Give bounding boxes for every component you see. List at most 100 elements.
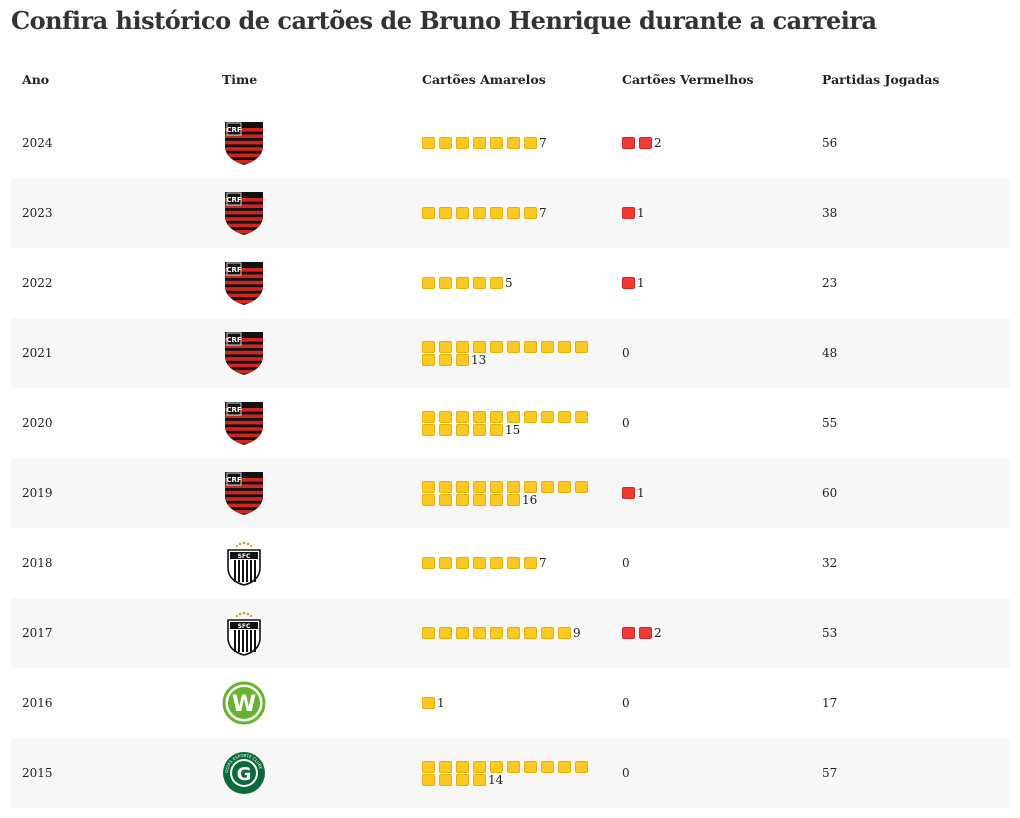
table-row: 2022 CRF 5 1 23 [11,248,1010,318]
red-cards-cell: 2 [611,137,811,149]
yellow-card-icon [490,557,503,569]
yellow-card-icon [524,137,537,149]
header-partidas: Partidas Jogadas [822,71,940,87]
red-cards: 0 [622,557,792,569]
table-row: 2024 CRF 7 2 56 [11,108,1010,178]
red-card-icon [622,137,635,149]
yellow-card-icon [422,423,435,436]
red-count: 1 [637,486,645,500]
yellow-card-icon [422,773,435,786]
year-cell: 2024 [22,136,53,150]
yellow-card-icon [473,207,486,219]
header-time: Time [222,71,258,87]
red-cards: 1 [622,487,792,499]
red-count: 0 [622,696,630,710]
yellow-card-icon [473,137,486,149]
yellow-card-icon [524,340,537,353]
red-cards: 2 [622,627,792,639]
red-cards: 0 [622,347,792,359]
yellow-cards: 7 [422,137,592,149]
yellow-card-icon [558,480,571,493]
yellow-card-icon [490,207,503,219]
yellow-card-icon [456,137,469,149]
yellow-card-icon [541,627,554,639]
wolfsburg-logo-icon: W [211,680,411,726]
yellow-card-icon [456,277,469,289]
svg-text:CRF: CRF [226,266,242,274]
yellow-card-icon [456,760,469,773]
matches-cell: 55 [822,416,838,430]
yellow-card-icon [507,557,520,569]
matches-cell: 53 [822,626,838,640]
yellow-cards: 1 [422,697,592,709]
red-cards-cell: 0 [611,767,811,779]
yellow-card-icon [439,207,452,219]
table-row: 2016 W 1 0 17 [11,668,1010,738]
yellow-card-icon [473,423,486,436]
matches-cell: 48 [822,346,838,360]
svg-text:SFC: SFC [238,553,251,560]
yellow-card-icon [422,697,435,709]
red-cards-cell: 1 [611,277,811,289]
yellow-card-icon [524,410,537,423]
yellow-cards-cell: 9 [411,627,611,639]
red-count: 0 [622,416,630,430]
yellow-card-icon [490,137,503,149]
header-vermelhos: Cartões Vermelhos [622,71,754,87]
svg-text:SFC: SFC [238,623,251,630]
table-row: 2017 SFC 9 2 53 [11,598,1010,668]
yellow-card-icon [422,627,435,639]
goias-logo-icon: G GOIÁS ESPORTE CLUBE [211,750,411,796]
yellow-cards-cell: 13 [411,340,611,367]
yellow-card-icon [558,627,571,639]
yellow-card-icon [558,340,571,353]
table-row: 2018 SFC 7 0 32 [11,528,1010,598]
red-count: 1 [637,276,645,290]
red-cards-cell: 0 [611,347,811,359]
matches-cell: 38 [822,206,838,220]
yellow-card-icon [473,480,486,493]
red-card-icon [622,627,635,639]
yellow-count: 13 [471,352,487,367]
yellow-card-icon [439,353,452,366]
yellow-card-icon [490,760,503,773]
yellow-cards-cell: 7 [411,557,611,569]
yellow-count: 5 [505,276,513,290]
yellow-card-icon [456,480,469,493]
yellow-card-icon [524,627,537,639]
yellow-card-icon [524,207,537,219]
year-cell: 2020 [22,416,53,430]
red-cards: 1 [622,277,792,289]
svg-text:CRF: CRF [226,476,242,484]
yellow-card-icon [473,760,486,773]
yellow-card-icon [439,423,452,436]
table-body: 2024 CRF 7 2 56 2023 CRF 7 1 38 2022 CRF 5 1 23 2… [11,108,1010,808]
yellow-card-icon [507,137,520,149]
yellow-card-icon [575,760,588,773]
yellow-card-icon [558,410,571,423]
table-header: Ano Time Cartões Amarelos Cartões Vermel… [11,50,1010,108]
yellow-card-icon [473,557,486,569]
yellow-card-icon [439,773,452,786]
yellow-card-icon [490,627,503,639]
flamengo-logo-icon: CRF [211,120,411,166]
yellow-card-icon [473,627,486,639]
yellow-count: 14 [488,772,504,787]
yellow-card-icon [541,410,554,423]
yellow-card-icon [575,480,588,493]
yellow-card-icon [524,557,537,569]
svg-text:CRF: CRF [226,196,242,204]
yellow-card-icon [473,340,486,353]
red-card-icon [622,487,635,499]
matches-cell: 32 [822,556,838,570]
yellow-card-icon [507,760,520,773]
year-cell: 2023 [22,206,53,220]
red-cards-cell: 0 [611,697,811,709]
flamengo-logo-icon: CRF [211,260,411,306]
yellow-card-icon [439,480,452,493]
header-amarelos: Cartões Amarelos [422,71,546,87]
yellow-card-icon [490,277,503,289]
yellow-card-icon [507,207,520,219]
yellow-cards: 7 [422,207,592,219]
yellow-card-icon [541,760,554,773]
